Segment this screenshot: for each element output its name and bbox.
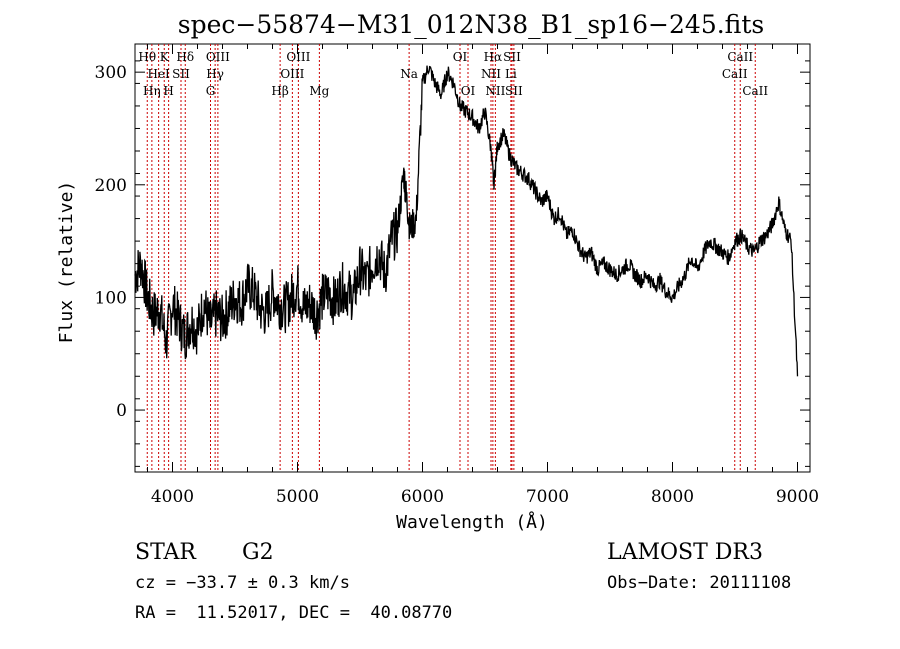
line-label-17: NII <box>481 67 501 81</box>
line-label-20: Li <box>505 67 517 81</box>
object-subclass: G2 <box>242 540 274 565</box>
line-label-23: CaII <box>722 67 748 81</box>
spectral-line-markers <box>146 44 756 472</box>
line-label-4: H <box>163 84 173 98</box>
x-tick-label-8000: 8000 <box>651 487 694 507</box>
line-label-25: CaII <box>742 84 768 98</box>
line-label-16: OI <box>461 84 476 98</box>
line-label-2: HeI <box>147 67 170 81</box>
y-tick-label-200: 200 <box>95 176 127 196</box>
object-class: STAR <box>135 540 196 565</box>
line-label-10: Hβ <box>271 84 288 98</box>
x-tick-label-6000: 6000 <box>401 487 444 507</box>
line-label-5: SII <box>172 67 190 81</box>
y-axis-ticks: 0 100 200 300 <box>95 60 810 467</box>
line-label-21: SII <box>503 50 521 64</box>
x-axis-ticks: 4000 5000 6000 7000 8000 9000 <box>147 44 819 507</box>
line-label-6: Hδ <box>176 50 194 64</box>
y-axis-label: Flux (relative) <box>56 181 77 344</box>
x-axis-label: Wavelength (Å) <box>396 511 548 533</box>
line-label-3: K <box>160 50 170 64</box>
line-label-8: Hγ <box>206 67 224 81</box>
y-tick-label-0: 0 <box>116 401 127 421</box>
line-label-18: Hα <box>484 50 503 64</box>
line-label-14: Na <box>400 67 418 81</box>
coordinates: RA = 11.52017, DEC = 40.08770 <box>135 603 453 623</box>
y-tick-label-100: 100 <box>95 288 127 308</box>
x-tick-label-9000: 9000 <box>776 487 819 507</box>
survey-name: LAMOST DR3 <box>607 540 763 565</box>
line-label-24: CaII <box>727 50 753 64</box>
spectrum-line <box>134 65 799 377</box>
observation-date: Obs−Date: 20111108 <box>607 573 792 593</box>
redshift-velocity: cz = −33.7 ± 0.3 km/s <box>135 573 350 593</box>
x-tick-label-4000: 4000 <box>151 487 194 507</box>
y-tick-label-300: 300 <box>95 63 127 83</box>
chart-title: spec−55874−M31_012N38_B1_sp16−245.fits <box>178 10 764 39</box>
spectral-line-labels: Hθ Hη HeI K H SII Hδ G Hγ OIII Hβ OIII OIII Mg Na OI OI N… <box>138 50 768 98</box>
plot-frame <box>134 43 811 473</box>
line-label-0: Hθ <box>138 50 156 64</box>
x-tick-label-7000: 7000 <box>526 487 569 507</box>
x-tick-label-5000: 5000 <box>276 487 319 507</box>
line-label-12: OIII <box>286 50 310 64</box>
line-label-11: OIII <box>280 67 304 81</box>
line-label-22: SII <box>505 84 523 98</box>
line-label-1: Hη <box>143 84 161 98</box>
line-label-9: OIII <box>206 50 230 64</box>
line-label-19: NII <box>485 84 505 98</box>
line-label-13: Mg <box>309 84 329 98</box>
line-label-7: G <box>206 84 216 98</box>
line-label-15: OI <box>453 50 468 64</box>
